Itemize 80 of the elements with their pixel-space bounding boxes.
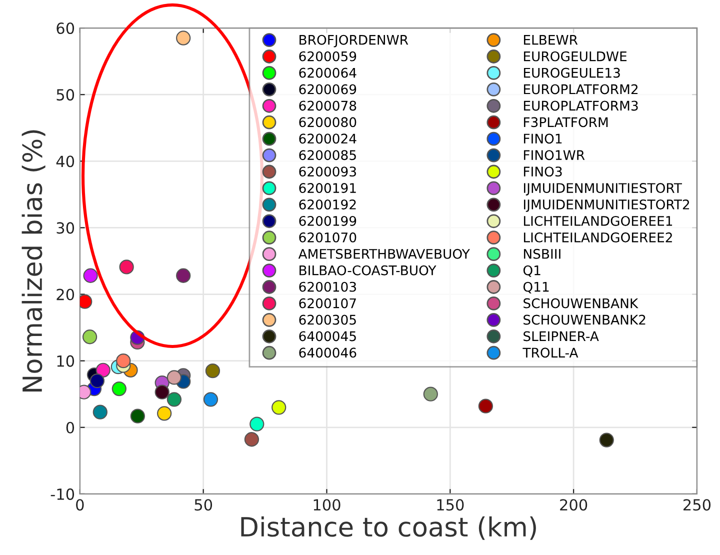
legend-label: LICHTEILANDGOEREE1	[524, 216, 672, 226]
legend-label: 6201070	[299, 232, 356, 242]
point	[205, 363, 220, 378]
point	[80, 294, 92, 309]
x-tick-label: 200	[560, 499, 588, 511]
y-tick-label: -10	[50, 488, 74, 500]
y-tick-label: 0	[66, 422, 74, 434]
legend-label: 6200305	[299, 314, 356, 325]
y-tick-label: 30	[56, 222, 74, 234]
legend-label: 6200191	[299, 183, 356, 194]
point	[96, 362, 110, 378]
legend-label: 6400045	[299, 331, 356, 342]
point	[90, 373, 105, 388]
legend-label: Q1	[523, 265, 540, 277]
legend-label: SCHOUWENBANK2	[524, 314, 646, 325]
x-tick-label: 100	[314, 499, 340, 511]
legend-label: EUROGEULDWE	[524, 51, 627, 62]
legend-label: LICHTEILANDGOEREE2	[524, 232, 672, 242]
legend-label: FINO1	[524, 134, 562, 144]
legend-label: IJMUIDENMUNITIESTORT	[524, 183, 682, 196]
x-tick-label: 250	[684, 499, 711, 511]
point	[112, 381, 126, 396]
point	[119, 260, 134, 274]
point	[166, 392, 182, 407]
legend-label: BROFJORDENWR	[300, 34, 408, 48]
legend-label: AMETSBERTHBWAVEBUOY	[298, 248, 470, 259]
x-tick-label: 50	[194, 499, 212, 511]
point	[203, 392, 218, 407]
point	[244, 432, 260, 447]
y-tick-label: 40	[56, 156, 74, 168]
legend-label: 6200103	[299, 282, 356, 292]
legend-label: 6200069	[299, 84, 356, 94]
point	[599, 432, 614, 448]
point	[166, 370, 182, 385]
legend-label: BILBAO-COAST-BUOY	[300, 265, 436, 276]
legend-label: IJMUIDENMUNITIESTORT2	[524, 200, 690, 212]
legend-label: 6200080	[299, 117, 356, 128]
legend-label: 6200107	[299, 298, 356, 308]
x-tick-label: 150	[437, 499, 464, 511]
y-tick-label: 20	[56, 288, 74, 300]
legend-label: EUROGEULE13	[524, 68, 620, 78]
y-tick-label: 50	[56, 89, 74, 101]
legend-label: 6200078	[299, 100, 356, 111]
legend-label: TROLL-A	[522, 348, 578, 358]
point	[176, 30, 191, 46]
legend-label: 6200024	[299, 134, 356, 144]
point	[83, 268, 98, 283]
point	[157, 406, 172, 421]
legend-label: 6200199	[299, 216, 356, 226]
point	[423, 386, 438, 402]
legend-label: Q11	[523, 282, 549, 294]
legend-label: EUROPLATFORM3	[524, 100, 638, 111]
point	[154, 384, 170, 400]
legend-label: NSBIII	[524, 248, 560, 259]
point	[116, 354, 131, 368]
point	[250, 416, 264, 432]
legend-label: 6200085	[299, 150, 356, 160]
point	[130, 408, 145, 424]
legend-label: 6200192	[299, 200, 356, 210]
legend-label: 6200093	[299, 166, 356, 177]
y-axis-title: Normalized bias (%)	[22, 130, 46, 392]
legend-label: 6200059	[299, 51, 356, 62]
legend-label: FINO3	[524, 166, 562, 177]
legend-label: 6200064	[299, 68, 356, 78]
point	[272, 400, 286, 415]
point	[82, 330, 98, 344]
legend-label: FINO1WR	[524, 150, 585, 160]
legend-label: SCHOUWENBANK	[524, 298, 638, 308]
x-tick-label: 0	[76, 499, 84, 511]
y-tick-label: 10	[57, 355, 74, 367]
legend-label: SLEIPNER-A	[524, 331, 599, 342]
point	[478, 398, 494, 414]
x-axis-title: Distance to coast (km)	[241, 516, 536, 540]
legend-label: EUROPLATFORM2	[524, 84, 638, 94]
point	[176, 268, 191, 283]
legend-label: F3PLATFORM	[524, 117, 608, 128]
legend-label: 6400046	[299, 348, 356, 358]
legend-label: ELBEWR	[524, 35, 578, 45]
point	[92, 404, 108, 420]
y-tick-label: 60	[56, 22, 74, 34]
